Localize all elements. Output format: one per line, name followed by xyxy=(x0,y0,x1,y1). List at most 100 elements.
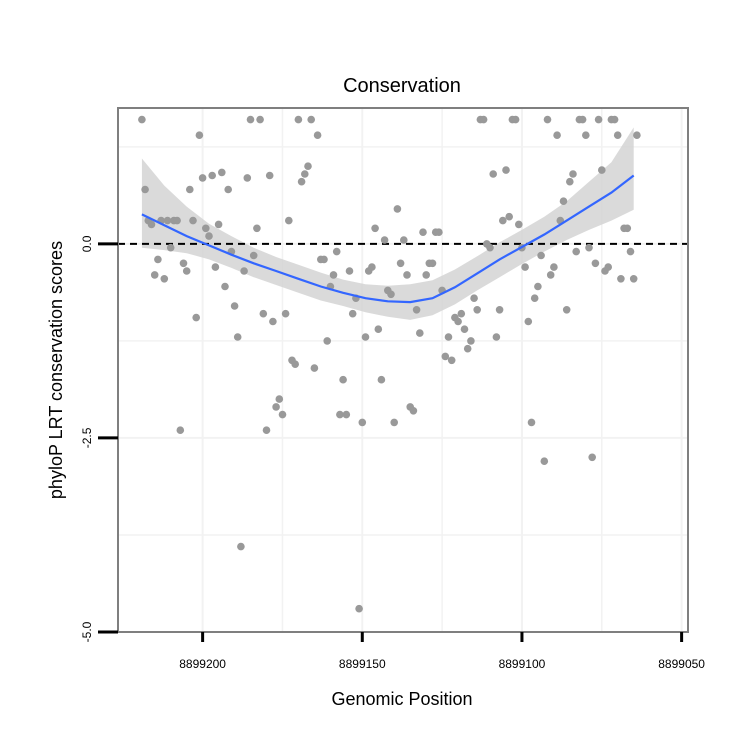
data-point xyxy=(195,131,204,139)
smooth-line xyxy=(141,174,635,304)
data-point xyxy=(569,170,577,178)
data-point xyxy=(540,457,549,466)
data-point xyxy=(154,255,162,264)
points-layer xyxy=(138,115,641,613)
data-point xyxy=(444,333,453,341)
data-point xyxy=(249,251,258,260)
data-point xyxy=(348,309,357,318)
x-axis-label: Genomic Position xyxy=(331,689,472,709)
data-point xyxy=(537,251,545,260)
data-point xyxy=(243,174,252,182)
data-point xyxy=(176,426,185,435)
data-point xyxy=(524,317,533,326)
data-point xyxy=(138,115,146,124)
y-tick-label: -5.0 xyxy=(80,621,94,642)
data-point xyxy=(179,259,188,268)
data-point xyxy=(208,171,216,180)
data-point xyxy=(192,313,200,322)
data-point xyxy=(473,306,482,314)
data-point xyxy=(594,115,603,124)
data-point xyxy=(186,185,194,194)
data-point xyxy=(189,216,197,225)
x-tick-label: 8899200 xyxy=(179,657,226,671)
data-point xyxy=(147,220,156,229)
data-point xyxy=(633,131,641,139)
data-point xyxy=(412,306,421,314)
data-point xyxy=(467,337,475,345)
data-point xyxy=(301,170,309,178)
data-point xyxy=(502,166,510,174)
x-axis: 8899200 8899150 8899100 8899050 xyxy=(179,632,705,671)
data-point xyxy=(166,243,175,252)
data-point xyxy=(559,197,568,205)
data-point xyxy=(613,131,622,139)
data-point xyxy=(256,115,264,124)
data-point xyxy=(598,166,606,174)
data-point xyxy=(246,115,255,124)
data-point xyxy=(230,302,239,310)
data-point xyxy=(150,271,159,279)
data-point xyxy=(505,212,513,221)
data-point xyxy=(294,115,303,124)
data-point xyxy=(160,275,169,283)
y-tick-label: -2.5 xyxy=(80,427,94,448)
data-point xyxy=(304,162,312,170)
data-point xyxy=(387,290,395,299)
data-point xyxy=(515,220,523,229)
data-point xyxy=(463,344,472,353)
data-point xyxy=(623,224,632,233)
data-point xyxy=(457,309,466,318)
data-point xyxy=(297,177,306,186)
data-point xyxy=(419,228,427,236)
data-point xyxy=(173,216,181,225)
data-point xyxy=(396,259,405,268)
data-point xyxy=(163,216,172,225)
data-point xyxy=(572,247,580,256)
data-point xyxy=(374,325,383,334)
data-point xyxy=(553,131,561,139)
confidence-ribbon-layer xyxy=(141,127,634,320)
y-axis: -5.0 -2.5 0.0 xyxy=(80,235,118,642)
data-point xyxy=(470,294,478,303)
data-point xyxy=(198,174,207,182)
data-point xyxy=(610,115,619,124)
data-point xyxy=(591,259,600,268)
data-point xyxy=(224,185,232,194)
data-point xyxy=(380,236,389,244)
data-point xyxy=(550,263,558,271)
data-point xyxy=(486,243,494,252)
data-point xyxy=(211,263,220,271)
data-point xyxy=(275,395,284,403)
data-point xyxy=(460,325,469,334)
data-point xyxy=(281,309,290,318)
data-point xyxy=(291,360,300,369)
data-point xyxy=(320,255,328,264)
data-point xyxy=(313,131,322,139)
data-point xyxy=(214,220,223,229)
data-point xyxy=(202,224,210,233)
data-point xyxy=(310,364,319,372)
data-point xyxy=(530,294,539,303)
data-point xyxy=(441,352,450,361)
data-point xyxy=(233,333,242,341)
data-point xyxy=(626,247,635,256)
data-point xyxy=(141,185,149,194)
data-point xyxy=(240,267,248,275)
data-point xyxy=(511,115,520,124)
data-point xyxy=(422,271,431,279)
data-point xyxy=(400,236,408,244)
y-tick-label: 0.0 xyxy=(80,235,94,252)
data-point xyxy=(182,267,191,275)
data-point xyxy=(332,247,341,256)
confidence-ribbon xyxy=(141,127,634,320)
x-tick-label: 8899150 xyxy=(339,657,386,671)
data-point xyxy=(435,228,443,236)
data-point xyxy=(358,418,367,427)
data-point xyxy=(368,263,376,271)
data-point xyxy=(323,337,332,345)
data-point xyxy=(403,271,411,279)
data-point xyxy=(253,224,261,233)
data-point xyxy=(416,329,424,337)
data-point xyxy=(390,418,399,427)
data-point xyxy=(355,604,363,613)
